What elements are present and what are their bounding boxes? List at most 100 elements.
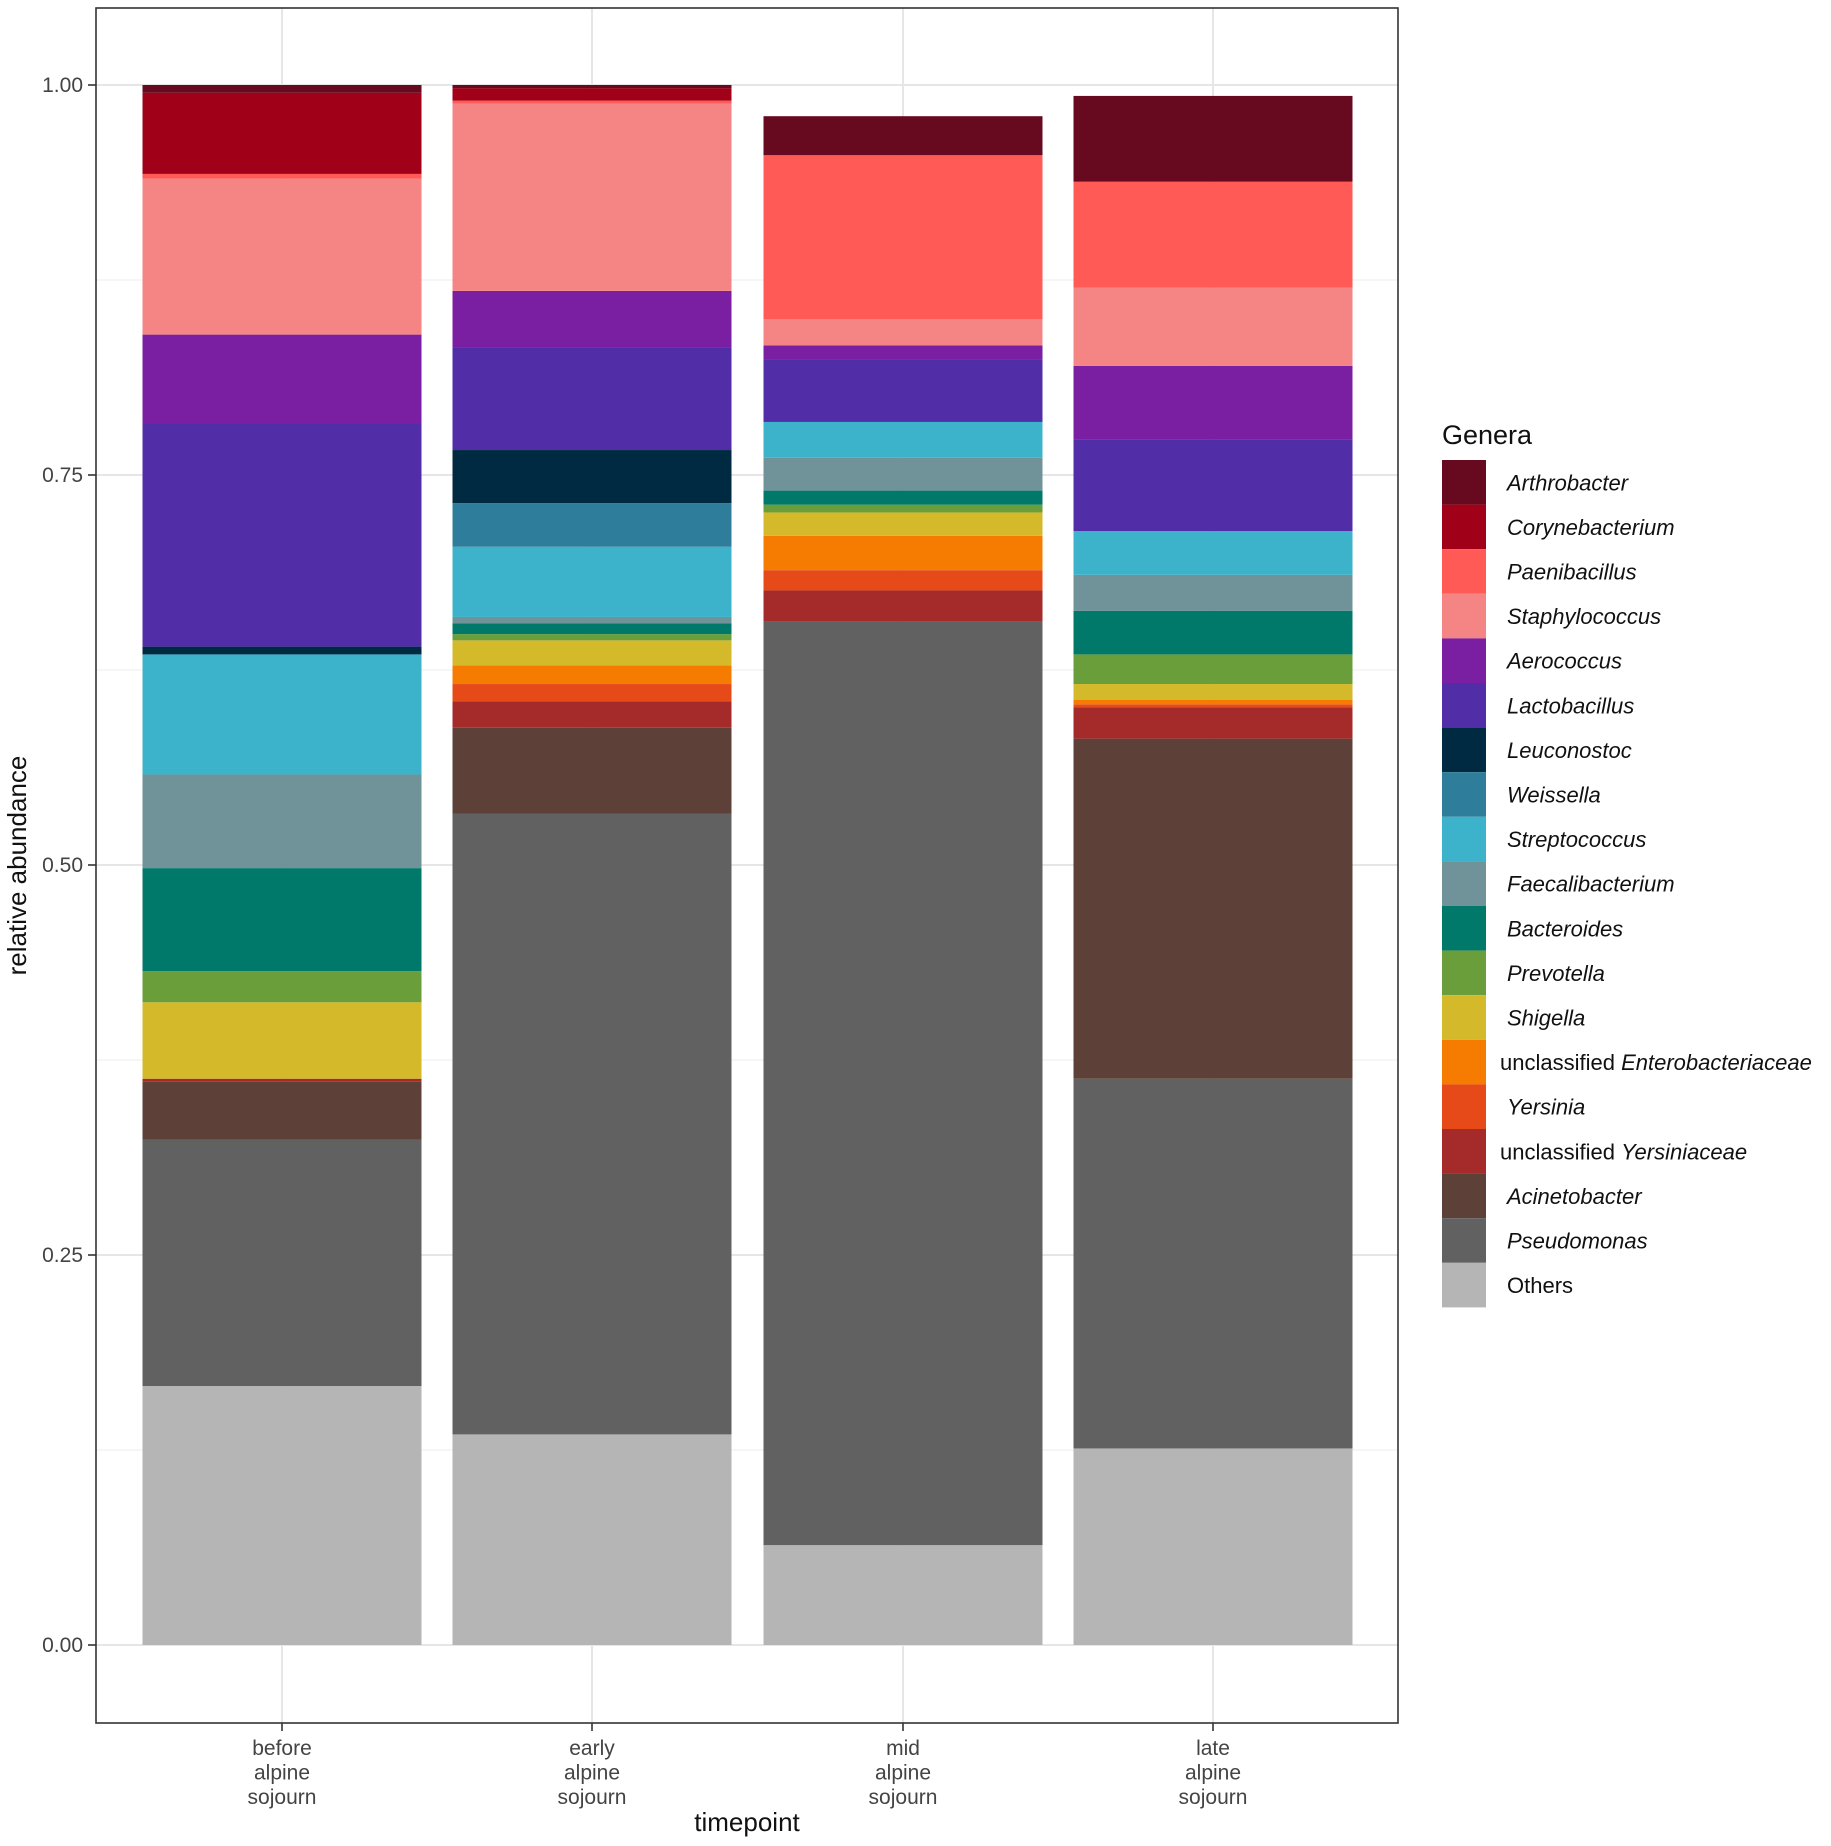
legend-label: Pseudomonas — [1507, 1229, 1648, 1254]
bar-segment — [142, 971, 422, 1003]
bar-segment — [763, 457, 1043, 491]
legend-key — [1442, 861, 1486, 906]
x-tick-label-line: alpine — [254, 1762, 310, 1785]
bar-stack — [142, 85, 422, 1645]
legend-item: Yersinia — [1442, 1084, 1585, 1129]
y-axis-title: relative abundance — [2, 756, 32, 976]
bar-segment — [1073, 654, 1353, 685]
bar-segment — [452, 701, 732, 728]
legend-label: Faecalibacterium — [1507, 872, 1675, 897]
bar-segment — [452, 546, 732, 617]
legend-item: Bacteroides — [1442, 906, 1623, 951]
legend-key — [1442, 638, 1486, 683]
legend: Genera Arthrobacter Corynebacterium Paenib… — [1442, 420, 1812, 1308]
legend-label-prefix: Others — [1507, 1273, 1573, 1298]
legend-label-prefix: unclassified — [1500, 1050, 1621, 1075]
legend-item: Prevotella — [1442, 950, 1605, 996]
legend-label: unclassified Yersiniaceae — [1500, 1139, 1747, 1164]
bar-segment — [142, 868, 422, 972]
bar-segment — [452, 290, 732, 348]
bar-segment — [452, 813, 732, 1435]
bar-segment — [452, 103, 732, 291]
legend-label-genus: Yersiniaceae — [1621, 1139, 1747, 1164]
legend-label-genus: Faecalibacterium — [1507, 872, 1675, 897]
bar-segment — [142, 1139, 422, 1387]
legend-item: Leuconostoc — [1442, 727, 1632, 773]
bar-segment — [142, 178, 422, 335]
bars — [142, 85, 1353, 1645]
legend-key — [1442, 950, 1486, 996]
bar-segment — [452, 640, 732, 666]
bar-segment — [142, 1078, 422, 1082]
legend-label: Bacteroides — [1507, 916, 1623, 941]
bar-segment — [1073, 531, 1353, 575]
x-tick-label-line: sojourn — [558, 1786, 627, 1809]
bar-segment — [763, 155, 1043, 319]
legend-label-genus: Prevotella — [1507, 961, 1605, 986]
legend-item: Arthrobacter — [1442, 460, 1630, 505]
legend-label: Yersinia — [1507, 1095, 1585, 1120]
legend-label: Weissella — [1507, 783, 1601, 808]
bar-segment — [142, 654, 422, 775]
x-tick-label-line: alpine — [564, 1762, 620, 1785]
bar-segment — [763, 490, 1043, 505]
bar-segment — [763, 512, 1043, 536]
bar-segment — [1073, 684, 1353, 700]
x-tick-label-line: sojourn — [248, 1786, 317, 1809]
bar-segment — [452, 88, 732, 101]
legend-item: Faecalibacterium — [1442, 861, 1675, 906]
legend-label: Lactobacillus — [1507, 693, 1634, 718]
legend-label-genus: Lactobacillus — [1507, 693, 1634, 718]
legend-key — [1442, 1129, 1486, 1174]
legend-key — [1442, 593, 1486, 639]
x-tick-label-line: sojourn — [869, 1786, 938, 1809]
y-tick-label: 0.75 — [42, 464, 83, 487]
legend-item: unclassified Yersiniaceae — [1442, 1129, 1747, 1174]
legend-label-genus: Streptococcus — [1507, 827, 1646, 852]
bar-segment — [1073, 699, 1353, 705]
legend-key — [1442, 504, 1486, 550]
legend-label: Streptococcus — [1507, 827, 1646, 852]
x-tick-label-line: early — [569, 1737, 615, 1760]
bar-segment — [142, 85, 422, 93]
bar-segment — [452, 616, 732, 624]
bar-segment — [763, 1545, 1043, 1645]
legend-label: Staphylococcus — [1507, 604, 1661, 629]
bar-segment — [763, 319, 1043, 346]
bar-segment — [452, 623, 732, 635]
legend-label: Leuconostoc — [1507, 738, 1632, 763]
legend-label: Shigella — [1507, 1006, 1585, 1031]
legend-key — [1442, 460, 1486, 505]
bar-segment — [763, 590, 1043, 622]
y-tick-label: 0.50 — [42, 854, 83, 877]
legend-label: Prevotella — [1507, 961, 1605, 986]
bar-segment — [452, 100, 732, 104]
y-tick-label: 0.00 — [42, 1634, 83, 1657]
legend-item: Acinetobacter — [1442, 1173, 1643, 1219]
legend-item: unclassified Enterobacteriaceae — [1442, 1039, 1812, 1085]
bar-segment — [763, 359, 1043, 422]
bar-stack — [763, 116, 1043, 1645]
bar-segment — [1073, 738, 1353, 1079]
x-tick-label-line: alpine — [1185, 1762, 1241, 1785]
bar-segment — [142, 774, 422, 869]
legend-key — [1442, 1173, 1486, 1219]
legend-item: Others — [1442, 1262, 1573, 1308]
bar-segment — [1073, 287, 1353, 366]
bar-segment — [452, 450, 732, 504]
legend-label: Acinetobacter — [1505, 1184, 1643, 1209]
y-axis: 0.00 0.25 0.50 0.75 1.00 — [42, 74, 96, 1657]
bar-segment — [763, 345, 1043, 360]
legend-title: Genera — [1442, 420, 1533, 450]
x-tick-label: before alpine sojourn — [248, 1737, 317, 1809]
x-tick-label-line: late — [1196, 1737, 1230, 1760]
legend-label: Aerococcus — [1505, 649, 1622, 674]
legend-label: unclassified Enterobacteriaceae — [1500, 1050, 1812, 1075]
bar-segment — [1073, 1078, 1353, 1449]
x-tick-label: late alpine sojourn — [1179, 1737, 1248, 1809]
bar-segment — [142, 646, 422, 655]
legend-item: Staphylococcus — [1442, 593, 1661, 639]
legend-item: Corynebacterium — [1442, 504, 1675, 550]
bar-segment — [763, 504, 1043, 513]
x-tick-label: mid alpine sojourn — [869, 1737, 938, 1809]
